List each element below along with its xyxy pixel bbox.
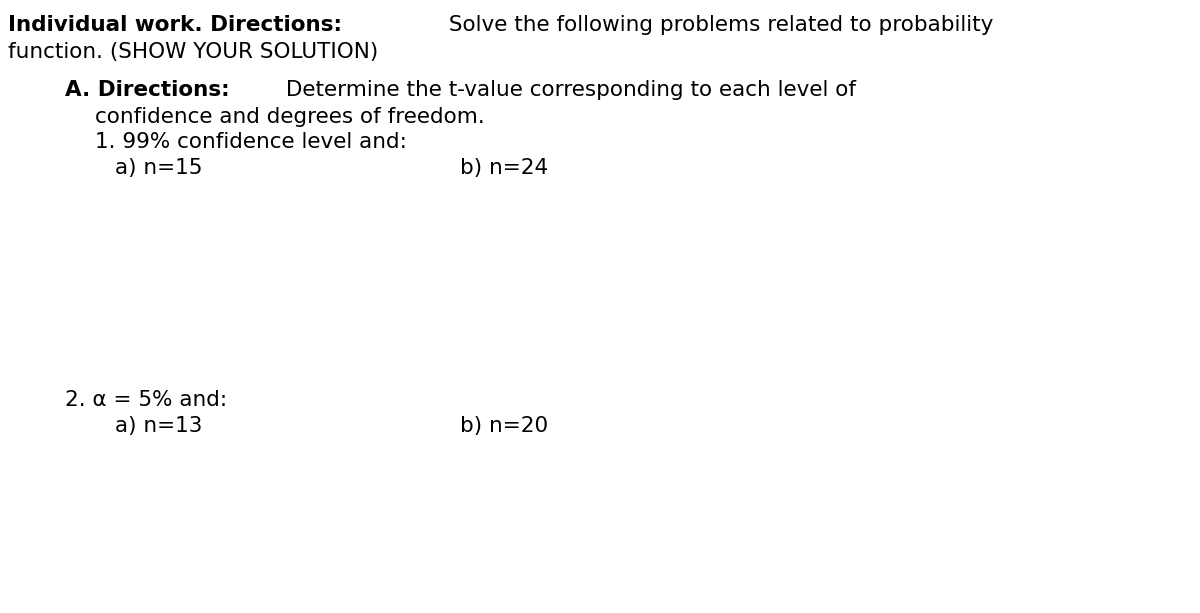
Text: a) n=13: a) n=13 xyxy=(115,416,203,436)
Text: A. Directions:: A. Directions: xyxy=(65,80,229,100)
Text: 1. 99% confidence level and:: 1. 99% confidence level and: xyxy=(95,132,407,152)
Text: Determine the t-value corresponding to each level of: Determine the t-value corresponding to e… xyxy=(278,80,856,100)
Text: 2. α = 5% and:: 2. α = 5% and: xyxy=(65,390,227,410)
Text: Solve the following problems related to probability: Solve the following problems related to … xyxy=(442,15,994,35)
Text: b) n=20: b) n=20 xyxy=(460,416,548,436)
Text: a) n=15: a) n=15 xyxy=(115,158,203,178)
Text: b) n=24: b) n=24 xyxy=(460,158,548,178)
Text: confidence and degrees of freedom.: confidence and degrees of freedom. xyxy=(95,107,485,127)
Text: function. (SHOW YOUR SOLUTION): function. (SHOW YOUR SOLUTION) xyxy=(8,42,378,62)
Text: Individual work. Directions:: Individual work. Directions: xyxy=(8,15,342,35)
